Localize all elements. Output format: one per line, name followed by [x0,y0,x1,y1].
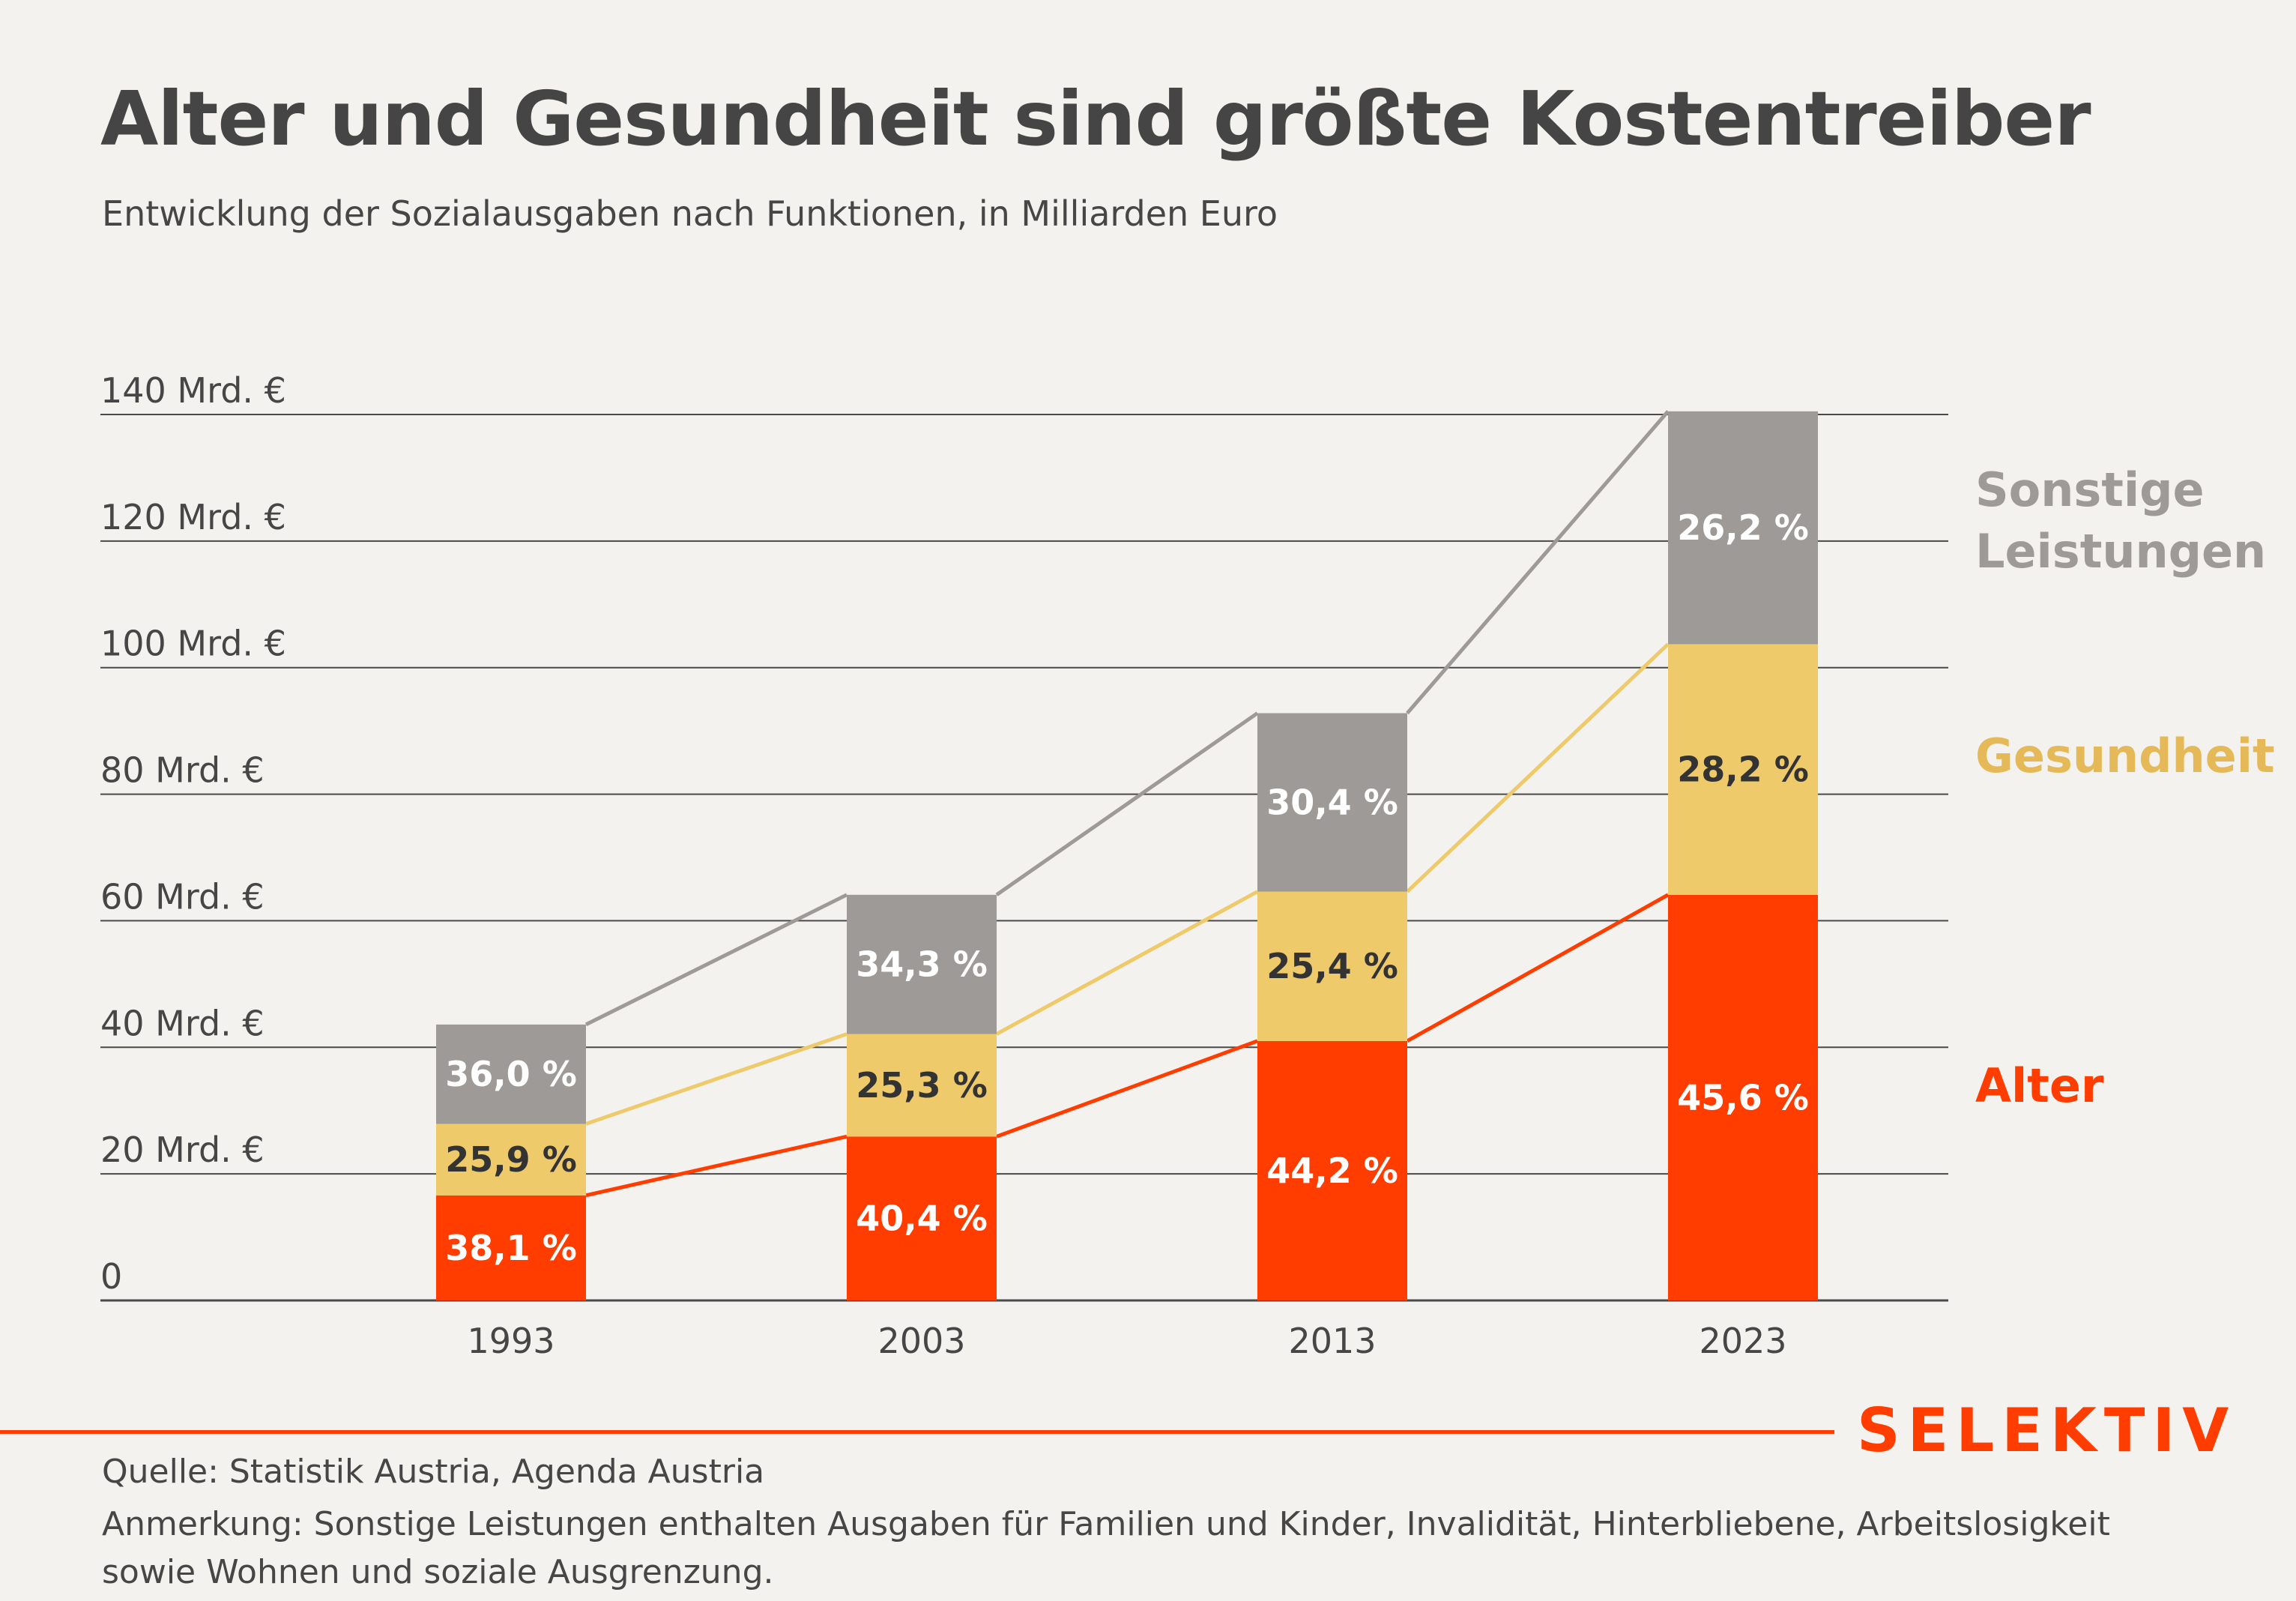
brand-logo: SELEKTIV [1857,1396,2237,1465]
y-tick-label: 80 Mrd. € [100,750,265,791]
bar-segment-sonstige-leistungen [1257,713,1407,892]
bar-segment-alter [1668,894,1818,1300]
source-text: Quelle: Statistik Austria, Agenda Austri… [102,1453,765,1491]
bar-segment-gesundheit [1257,891,1407,1041]
x-tick-label: 2003 [877,1321,965,1361]
data-label: 34,3 % [856,944,988,985]
x-tick-label: 2013 [1288,1321,1376,1361]
y-tick-label: 120 Mrd. € [100,497,286,537]
bar-segment-sonstige-leistungen [1668,411,1818,645]
y-tick-label: 140 Mrd. € [100,370,286,411]
note-text: Anmerkung: Sonstige Leistungen enthalten… [102,1505,2110,1591]
bar-segment-sonstige-leistungen [847,894,997,1034]
legend-label: Sonstige [1975,462,2205,517]
legend-label: Gesundheit [1975,729,2275,783]
y-axis-ticks: 0 20 Mrd. € 40 Mrd. € 60 Mrd. € 80 Mrd. € 100… [100,370,286,1297]
data-label: 25,9 % [445,1139,577,1180]
data-label: 44,2 % [1266,1151,1398,1191]
y-tick-label: 0 [100,1256,122,1297]
data-label: 26,2 % [1677,507,1809,548]
connector-lines [584,410,1670,1198]
y-tick-label: 40 Mrd. € [100,1003,265,1043]
data-label: 30,4 % [1266,783,1398,823]
bar-segment-sonstige-leistungen [436,1024,586,1124]
connector-line-alter [996,1039,1258,1139]
chart-subtitle: Entwicklung der Sozialausgaben nach Funk… [102,193,1278,234]
data-label: 40,4 % [856,1199,988,1239]
data-label: 45,6 % [1677,1077,1809,1118]
connector-line-gesundheit [585,1032,848,1126]
gridlines [100,414,1948,1302]
connector-line-alter [585,1134,848,1198]
data-label: 28,2 % [1677,750,1809,790]
data-label: 25,4 % [1266,946,1398,986]
connector-line-sonstige-leistungen [584,893,848,1027]
bar-segment-gesundheit [436,1124,586,1196]
bar-segment-alter [436,1195,586,1300]
connector-line-alter [1406,893,1670,1043]
connector-line-gesundheit [995,890,1259,1036]
x-axis-ticks: 1993 2003 2013 2023 [467,1321,1786,1361]
bar-segment-alter [847,1136,997,1300]
legend: Alter Gesundheit Sonstige Leistungen [1975,462,2275,1113]
data-label: 38,1 % [445,1228,577,1268]
y-tick-label: 100 Mrd. € [100,624,286,664]
legend-label: Leistungen [1975,524,2266,579]
x-tick-label: 2023 [1699,1321,1786,1361]
bar-segment-gesundheit [1668,644,1818,895]
connector-line-gesundheit [1406,642,1670,893]
chart-title: Alter und Gesundheit sind größte Kostent… [100,75,2091,163]
x-tick-label: 1993 [467,1321,555,1361]
stacked-bar-chart: 0 20 Mrd. € 40 Mrd. € 60 Mrd. € 80 Mrd. € 100… [100,370,2275,1361]
bars [436,411,1818,1300]
connector-line-sonstige-leistungen [995,711,1259,896]
data-label: 25,3 % [856,1065,988,1106]
data-label: 36,0 % [445,1054,577,1094]
bar-segment-gesundheit [847,1034,997,1137]
footer-divider [0,1430,1834,1434]
connector-line-sonstige-leistungen [1406,410,1670,715]
bar-segment-alter [1257,1040,1407,1300]
legend-label: Alter [1975,1058,2104,1113]
segment-labels: 38,1 % 25,9 % 36,0 % 40,4 % 25,3 % 34,3 % 44,2… [445,507,1809,1268]
y-tick-label: 60 Mrd. € [100,876,265,917]
y-tick-label: 20 Mrd. € [100,1130,265,1170]
